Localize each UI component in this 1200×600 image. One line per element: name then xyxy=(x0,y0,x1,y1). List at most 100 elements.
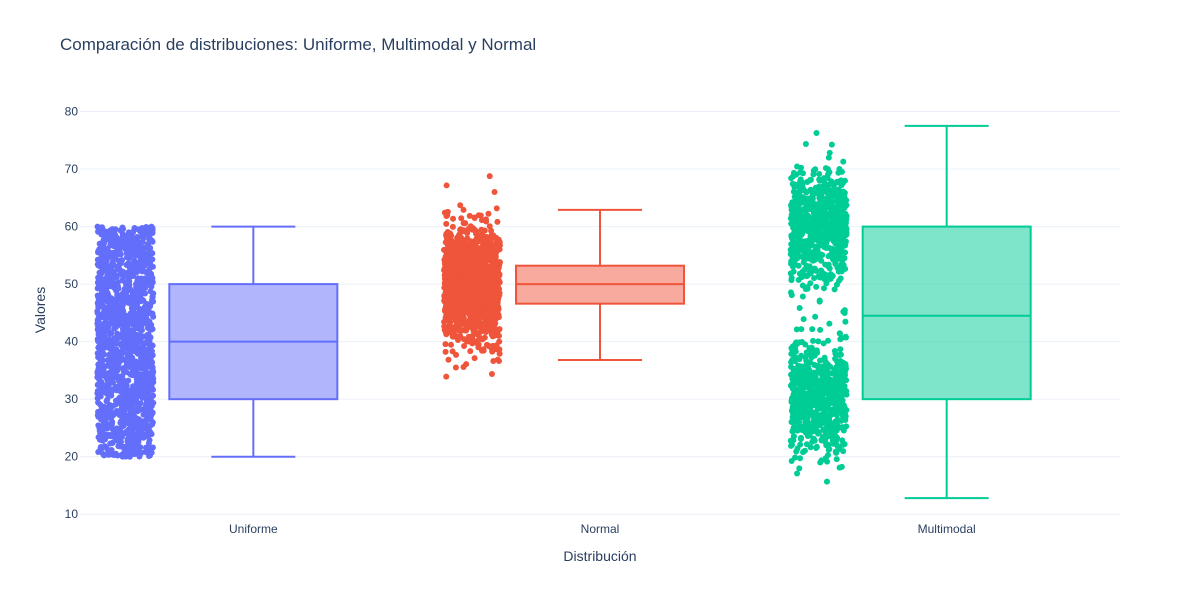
data-point xyxy=(97,314,104,321)
data-point xyxy=(475,265,482,272)
data-point xyxy=(96,322,103,329)
data-point xyxy=(481,276,488,283)
data-point xyxy=(130,295,137,302)
data-point xyxy=(108,362,115,369)
data-point xyxy=(488,227,495,234)
data-point xyxy=(843,231,850,238)
data-point xyxy=(841,307,848,314)
data-point xyxy=(821,426,828,433)
data-point xyxy=(810,207,817,214)
data-point xyxy=(825,337,832,344)
data-point xyxy=(143,394,150,401)
data-point xyxy=(148,326,155,333)
data-point xyxy=(123,382,130,389)
data-point xyxy=(487,238,494,245)
data-point xyxy=(126,350,133,357)
data-point xyxy=(810,251,817,258)
data-point xyxy=(799,386,806,393)
data-point xyxy=(812,313,819,320)
data-point xyxy=(834,401,841,408)
data-point xyxy=(99,260,106,267)
data-point xyxy=(789,173,796,180)
data-point xyxy=(838,363,845,370)
data-point xyxy=(130,330,137,337)
data-point xyxy=(828,197,835,204)
data-point xyxy=(817,326,824,333)
data-point xyxy=(450,240,457,247)
data-point xyxy=(839,437,846,444)
data-point xyxy=(446,295,453,302)
data-point xyxy=(815,429,822,436)
y-tick-labels: 10 20 30 40 50 60 70 80 xyxy=(65,105,79,522)
data-point xyxy=(820,285,827,292)
chart-title: Comparación de distribuciones: Uniforme,… xyxy=(60,35,536,54)
data-point xyxy=(838,268,845,275)
data-point xyxy=(113,302,120,309)
data-point xyxy=(469,270,476,277)
data-point xyxy=(830,227,837,234)
y-axis-title: Valores xyxy=(32,287,48,333)
data-point xyxy=(461,300,468,307)
data-point xyxy=(443,212,450,219)
data-point xyxy=(803,357,810,364)
data-point xyxy=(797,169,804,176)
data-point xyxy=(107,305,114,312)
data-point xyxy=(119,277,126,284)
data-point xyxy=(795,247,802,254)
data-point xyxy=(788,258,795,265)
data-point xyxy=(843,391,850,398)
data-point xyxy=(139,374,146,381)
data-point xyxy=(816,298,823,305)
data-point xyxy=(452,364,459,371)
data-point xyxy=(95,434,102,441)
data-point xyxy=(489,348,496,355)
data-point xyxy=(139,425,146,432)
data-point xyxy=(107,433,114,440)
data-point xyxy=(813,267,820,274)
data-point xyxy=(127,407,134,414)
data-point xyxy=(810,171,817,178)
data-point xyxy=(443,309,450,316)
data-point xyxy=(97,401,104,408)
data-point xyxy=(807,186,814,193)
data-point xyxy=(456,231,463,238)
data-point xyxy=(817,207,824,214)
data-point xyxy=(450,215,457,222)
box-trace-normal xyxy=(441,173,685,380)
data-point xyxy=(794,205,801,212)
data-point xyxy=(842,417,849,424)
data-point xyxy=(823,442,830,449)
data-point xyxy=(137,298,144,305)
data-point xyxy=(108,388,115,395)
data-point xyxy=(813,443,820,450)
data-point xyxy=(121,339,128,346)
data-point xyxy=(829,392,836,399)
data-point xyxy=(460,206,467,213)
data-point xyxy=(826,149,833,156)
data-point xyxy=(450,333,457,340)
data-point xyxy=(481,334,488,341)
box-trace-uniforme xyxy=(94,223,339,460)
data-point xyxy=(126,264,133,271)
data-point xyxy=(145,385,152,392)
data-point xyxy=(791,344,798,351)
data-point xyxy=(821,385,828,392)
data-point xyxy=(111,325,118,332)
data-point xyxy=(810,337,817,344)
data-point xyxy=(470,242,477,249)
data-point xyxy=(147,445,154,452)
data-point xyxy=(454,296,461,303)
data-point xyxy=(490,300,497,307)
data-point xyxy=(842,318,849,325)
data-point xyxy=(813,376,820,383)
data-point xyxy=(117,245,124,252)
data-point xyxy=(125,452,132,459)
data-point xyxy=(104,377,111,384)
data-point xyxy=(456,288,463,295)
data-point xyxy=(445,356,452,363)
data-point xyxy=(445,284,452,291)
data-point xyxy=(106,282,113,289)
data-point xyxy=(142,408,149,415)
data-point xyxy=(489,268,496,275)
data-point xyxy=(833,250,840,257)
